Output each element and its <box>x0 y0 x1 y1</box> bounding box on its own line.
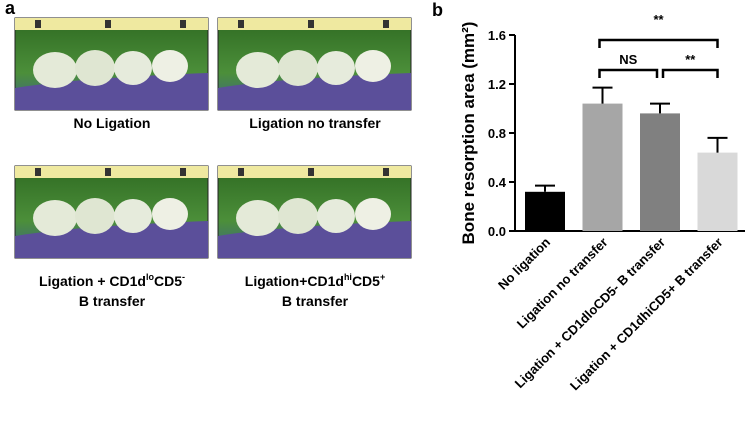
caption: Ligation + CD1dloCD5- <box>39 272 185 289</box>
photo <box>14 17 209 111</box>
y-tick-label: 0.0 <box>488 224 506 239</box>
caption: Ligation no transfer <box>249 115 381 131</box>
caption-text: CD5 <box>154 273 182 289</box>
superscript: + <box>380 272 385 282</box>
panel-label: b <box>432 0 443 20</box>
y-tick-label: 0.4 <box>488 175 507 190</box>
caption-text: No Ligation <box>74 115 151 131</box>
significance-bracket <box>598 38 719 48</box>
y-tick-label: 1.2 <box>488 77 506 92</box>
superscript: - <box>182 272 185 282</box>
caption-text: Ligation no transfer <box>249 115 381 131</box>
significance-label: NS <box>619 52 637 67</box>
panel-label: a <box>5 0 16 18</box>
caption: No Ligation <box>74 115 151 131</box>
significance-label: ** <box>653 12 664 27</box>
y-tick-label: 0.8 <box>488 126 506 141</box>
caption-text: B transfer <box>282 293 349 309</box>
superscript: hi <box>344 272 352 282</box>
bar <box>697 152 738 231</box>
y-tick-label: 1.6 <box>488 28 506 43</box>
photo <box>217 165 412 259</box>
error-bar <box>650 102 670 114</box>
caption: B transfer <box>282 293 349 309</box>
bar <box>582 103 623 231</box>
caption-text: Ligation+CD1d <box>245 273 344 289</box>
error-bar <box>592 86 613 104</box>
caption: Ligation+CD1dhiCD5+ <box>245 272 385 289</box>
caption: B transfer <box>79 293 146 309</box>
bar <box>525 191 565 231</box>
significance-bracket <box>661 68 719 78</box>
significance-bracket <box>598 68 659 78</box>
caption-text: B transfer <box>79 293 146 309</box>
photo <box>14 165 209 259</box>
significance-label: ** <box>685 52 696 67</box>
y-axis-label: Bone resorption area (mm²) <box>459 22 478 245</box>
caption-text: CD5 <box>352 273 380 289</box>
error-bar <box>535 184 555 192</box>
superscript: lo <box>146 272 155 282</box>
photo <box>217 17 412 111</box>
x-tick-label: No ligation <box>495 234 553 292</box>
error-bar <box>707 136 728 153</box>
caption-text: Ligation + CD1d <box>39 273 146 289</box>
bar <box>640 113 680 231</box>
